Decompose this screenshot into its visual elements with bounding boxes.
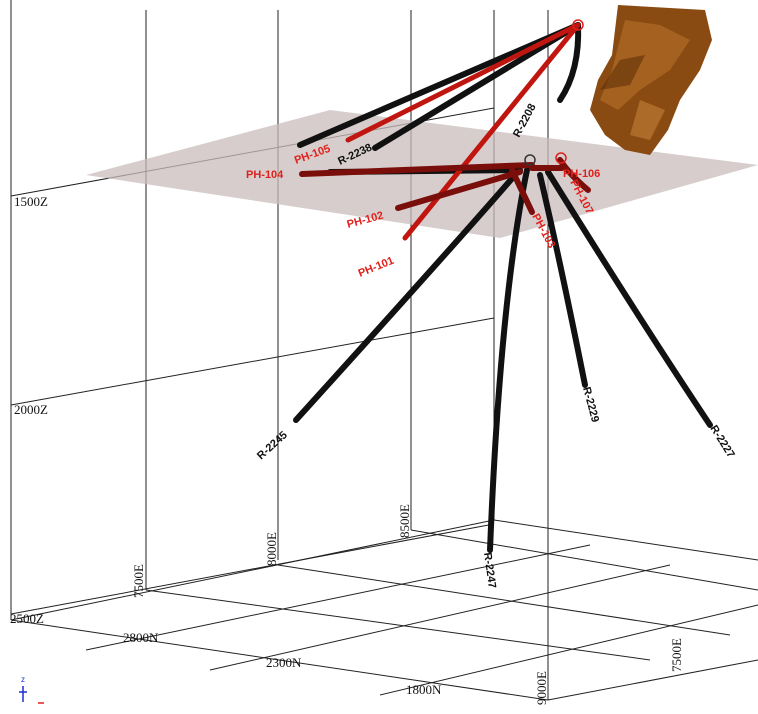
easting-label: 8000E — [264, 532, 279, 566]
z-axis-label: z — [21, 675, 25, 684]
easting-label: 7500E — [669, 638, 684, 672]
red-drillholes — [299, 22, 591, 241]
drillhole-label: PH-106 — [563, 168, 600, 180]
vertical-grid-lines — [10, 0, 549, 700]
northing-label: 1800N — [406, 682, 442, 697]
elevation-label: 2000Z — [14, 402, 48, 417]
collar-markers — [524, 19, 584, 166]
northing-label: 2800N — [123, 630, 159, 645]
drillhole-label: R-2247 — [481, 552, 498, 589]
drillhole-label: PH-104 — [246, 169, 284, 181]
easting-label: 9000E — [534, 671, 549, 705]
base-grid — [10, 519, 758, 701]
orientation-triad: z — [8, 672, 48, 706]
elevation-label: 1500Z — [14, 194, 48, 209]
orebody-solid — [590, 5, 712, 155]
drillhole-label: PH-101 — [357, 255, 396, 280]
drillhole-label: R-2208 — [511, 102, 539, 139]
drillhole-label: R-2227 — [707, 423, 736, 460]
elevation-label: 2500Z — [10, 611, 44, 626]
drillhole-label: R-2229 — [580, 386, 601, 424]
easting-label: 7500E — [131, 564, 146, 598]
drillhole-label: R-2245 — [255, 429, 290, 462]
northing-label: 2300N — [266, 655, 302, 670]
easting-label: 8500E — [397, 504, 412, 538]
